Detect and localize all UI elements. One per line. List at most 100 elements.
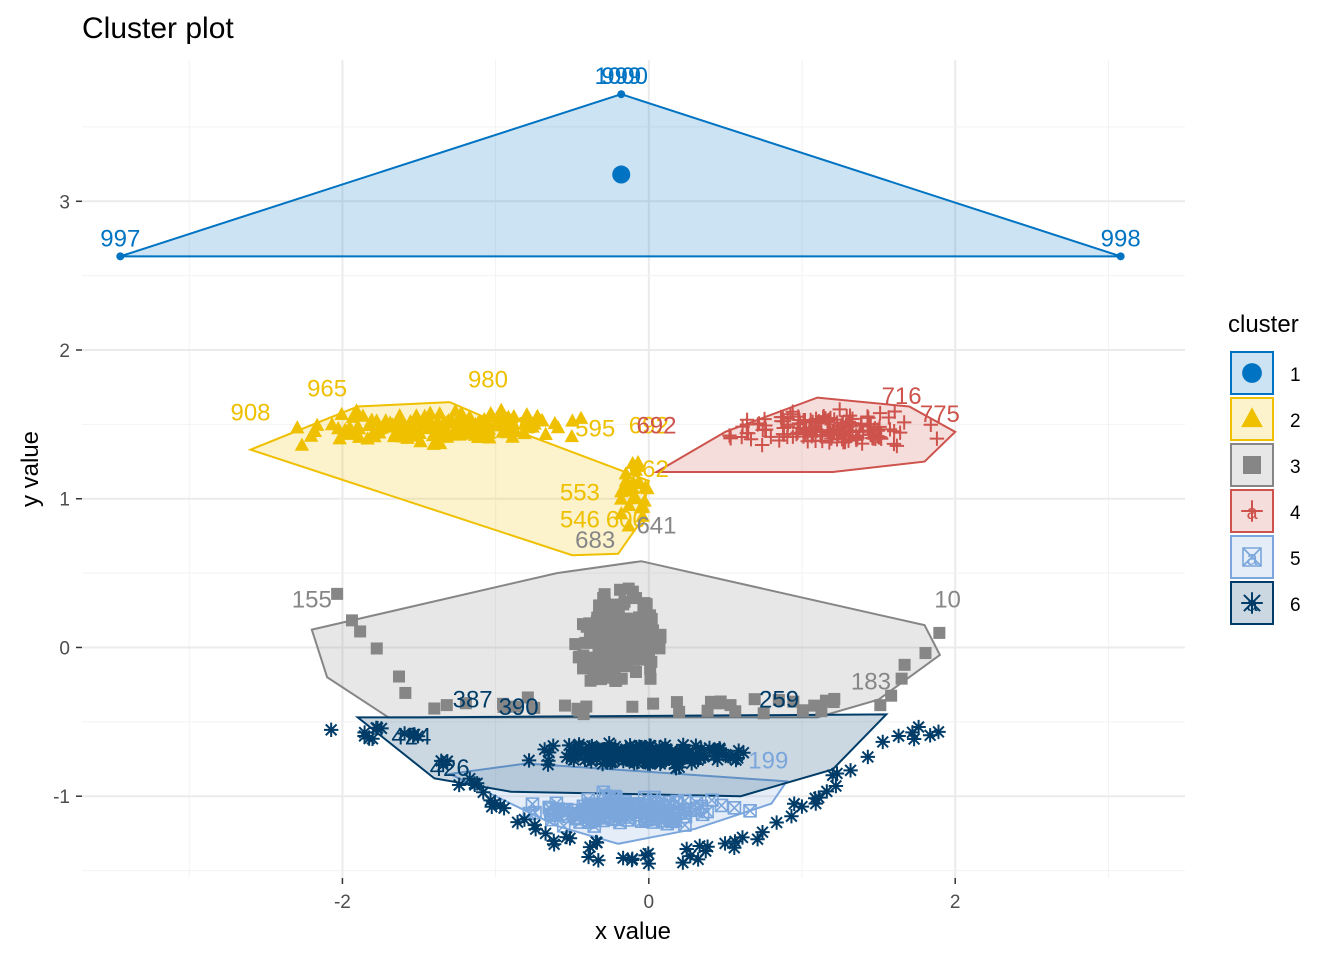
cluster-6-point bbox=[561, 738, 577, 753]
cluster-5-point bbox=[567, 803, 582, 818]
cluster-6-point bbox=[828, 778, 844, 794]
cluster-6-point bbox=[483, 793, 498, 808]
cluster-hull-2 bbox=[247, 401, 650, 557]
cluster-2-point bbox=[618, 466, 634, 480]
cluster-3-point bbox=[608, 664, 621, 677]
cluster-6-point bbox=[410, 729, 426, 744]
point-label: 546 bbox=[560, 506, 600, 533]
cluster-4-point bbox=[723, 431, 738, 446]
y-tick-label: 2 bbox=[59, 341, 70, 362]
cluster-2-point bbox=[413, 434, 428, 448]
cluster-4-point bbox=[807, 420, 823, 435]
cluster-3-point bbox=[628, 632, 641, 645]
y-axis-title: y value bbox=[17, 431, 44, 507]
legend-key-letter: a bbox=[1246, 594, 1258, 616]
cluster-6-point bbox=[702, 740, 717, 756]
x-tick-label: 2 bbox=[950, 892, 961, 913]
cluster-2-point bbox=[409, 408, 424, 422]
y-tick-label: -1 bbox=[53, 787, 70, 808]
cluster-6-point bbox=[678, 743, 693, 758]
cluster-6-point bbox=[586, 742, 601, 757]
legend-key-symbol bbox=[1243, 456, 1261, 474]
cluster-2-point bbox=[361, 417, 377, 431]
cluster-6-point bbox=[784, 809, 799, 824]
cluster-3-point bbox=[614, 583, 627, 596]
legend-label: 5 bbox=[1290, 549, 1301, 570]
cluster-3-point bbox=[528, 701, 541, 714]
legend-key-letter: a bbox=[1246, 502, 1258, 524]
cluster-6-point bbox=[700, 839, 715, 854]
legend-key-letter: a bbox=[1246, 548, 1258, 570]
cluster-1-points bbox=[116, 90, 1125, 261]
cluster-3-point bbox=[647, 697, 660, 710]
x-tick-label: 0 bbox=[644, 892, 655, 913]
cluster-6-point bbox=[510, 814, 525, 830]
cluster-5-point bbox=[700, 804, 714, 819]
cluster-6-point bbox=[581, 849, 596, 865]
cluster-6-point bbox=[397, 726, 412, 741]
cluster-5-point bbox=[589, 810, 603, 824]
cluster-6-point bbox=[728, 752, 744, 768]
legend-label: 3 bbox=[1290, 457, 1301, 478]
cluster-3-point bbox=[594, 673, 607, 686]
cluster-5-point bbox=[661, 805, 676, 819]
cluster-6-point bbox=[528, 821, 543, 837]
cluster-3-point bbox=[626, 700, 639, 713]
cluster-6-point bbox=[683, 848, 698, 864]
cluster-6-points bbox=[323, 719, 946, 871]
grid bbox=[82, 60, 1185, 878]
cluster-6-point bbox=[451, 777, 467, 793]
point-label: 199 bbox=[748, 747, 788, 774]
cluster-2-point bbox=[628, 462, 643, 476]
cluster-6-point bbox=[625, 851, 640, 866]
cluster-4-point bbox=[882, 422, 898, 437]
legend-key bbox=[1230, 443, 1274, 487]
cluster-2-point bbox=[547, 415, 563, 430]
cluster-6-point bbox=[538, 826, 553, 841]
cluster-6-point bbox=[469, 776, 485, 791]
cluster-2-point bbox=[386, 428, 402, 443]
cluster-2-point bbox=[448, 403, 463, 417]
point-label: 548 bbox=[499, 413, 539, 440]
cluster-4-point bbox=[776, 427, 792, 442]
cluster-3-point bbox=[521, 691, 534, 704]
cluster-3-point bbox=[584, 674, 597, 687]
cluster-4-point bbox=[792, 412, 807, 428]
cluster-6-point bbox=[629, 739, 644, 755]
cluster-3-point bbox=[919, 647, 932, 660]
cluster-3-point bbox=[815, 705, 828, 718]
cluster-4-point bbox=[861, 410, 876, 426]
cluster-4-point bbox=[821, 412, 837, 428]
cluster-3-point bbox=[673, 705, 686, 718]
cluster-6-point bbox=[911, 719, 926, 735]
cluster-6-point bbox=[755, 824, 770, 840]
point-label: 997 bbox=[100, 225, 140, 252]
cluster-6-point bbox=[906, 731, 922, 747]
cluster-1-point bbox=[617, 90, 626, 99]
y-tick-label: 3 bbox=[59, 192, 70, 213]
cluster-2-point bbox=[334, 406, 349, 420]
cluster-3-point bbox=[354, 625, 367, 638]
cluster-6-point bbox=[687, 752, 702, 767]
cluster-2-point bbox=[631, 474, 647, 488]
cluster-6-point bbox=[619, 750, 634, 765]
cluster-2-point bbox=[331, 421, 346, 435]
cluster-6-point bbox=[631, 749, 646, 765]
cluster-6-point bbox=[843, 763, 858, 778]
cluster-6-point bbox=[931, 724, 946, 740]
cluster-2-points bbox=[290, 402, 655, 532]
cluster-2-point bbox=[564, 428, 580, 443]
cluster-3-point bbox=[588, 659, 601, 672]
cluster-hulls bbox=[119, 93, 1121, 845]
cluster-2-point bbox=[448, 425, 463, 440]
cluster-4-point bbox=[832, 402, 847, 417]
cluster-6-point bbox=[698, 843, 713, 859]
legend-label: 6 bbox=[1290, 595, 1301, 616]
cluster-3-point bbox=[345, 614, 358, 627]
cluster-6-point bbox=[735, 830, 750, 845]
cluster-3-point bbox=[614, 637, 627, 650]
cluster-6-point bbox=[808, 796, 823, 811]
cluster-2-point bbox=[535, 413, 550, 427]
